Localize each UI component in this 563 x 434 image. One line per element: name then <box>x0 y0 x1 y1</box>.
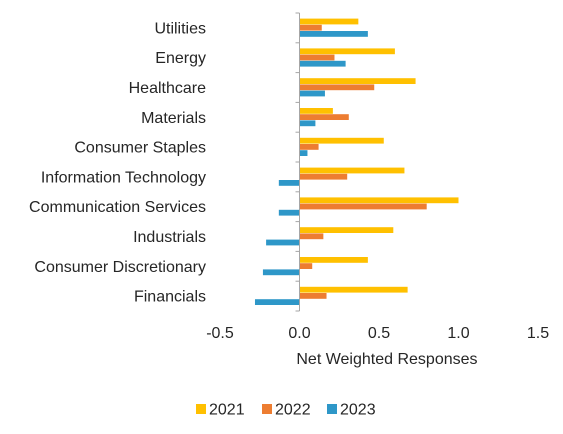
bar-2022-consumer-discretionary <box>299 263 313 269</box>
category-label: Industrials <box>133 229 206 246</box>
x-axis-title: Net Weighted Responses <box>296 351 477 368</box>
bar-2021-communication-services <box>299 197 459 204</box>
bar-2023-industrials <box>266 239 300 246</box>
bar-2021-utilities <box>299 18 359 25</box>
legend-label-2023: 2023 <box>340 402 376 419</box>
category-label: Financials <box>134 289 206 306</box>
category-label: Utilities <box>154 20 206 37</box>
bar-2022-consumer-staples <box>299 144 319 150</box>
x-tick-label: 0.5 <box>368 325 390 342</box>
bar-2023-information-technology <box>278 180 300 186</box>
bar-2022-information-technology <box>299 173 348 180</box>
bar-2021-information-technology <box>299 167 405 174</box>
bar-2023-utilities <box>299 31 368 37</box>
bar-2022-energy <box>299 54 335 61</box>
category-label: Materials <box>141 110 206 127</box>
bar-2022-materials <box>299 114 349 120</box>
bar-2021-energy <box>299 48 395 55</box>
bars-group <box>254 12 459 312</box>
bar-2021-financials <box>299 286 408 293</box>
bar-2021-consumer-staples <box>299 137 384 144</box>
category-label: Communication Services <box>29 199 206 216</box>
bar-2023-communication-services <box>278 209 300 216</box>
bar-2023-financials <box>254 299 300 305</box>
category-label: Information Technology <box>41 169 206 186</box>
bar-2023-energy <box>299 60 346 67</box>
category-label: Consumer Discretionary <box>34 259 206 276</box>
bar-2022-communication-services <box>299 203 427 210</box>
bar-2023-consumer-staples <box>299 150 308 156</box>
bar-2022-utilities <box>299 24 322 31</box>
legend-label-2021: 2021 <box>209 402 245 419</box>
category-label: Energy <box>155 50 206 67</box>
category-label: Consumer Staples <box>74 140 206 157</box>
bar-2021-industrials <box>299 227 394 233</box>
bar-2023-healthcare <box>299 90 325 97</box>
x-tick-label: 1.0 <box>447 325 469 342</box>
bar-2021-healthcare <box>299 78 416 84</box>
x-tick-label: 0.0 <box>288 325 310 342</box>
legend: 2021 2022 2023 <box>196 402 376 419</box>
bar-2023-materials <box>299 120 316 127</box>
bar-2022-healthcare <box>299 84 375 91</box>
x-tick-labels: -0.5 0.0 0.5 1.0 1.5 <box>206 325 549 342</box>
legend-label-2022: 2022 <box>275 402 311 419</box>
legend-swatch-2022 <box>262 404 272 414</box>
bar-2022-financials <box>299 293 327 299</box>
category-label: Healthcare <box>129 80 206 97</box>
legend-swatch-2021 <box>196 404 206 414</box>
x-tick-label: -0.5 <box>206 325 234 342</box>
bar-2021-consumer-discretionary <box>299 257 368 263</box>
x-tick-label: 1.5 <box>527 325 549 342</box>
bar-2021-materials <box>299 108 333 114</box>
bar-2023-consumer-discretionary <box>262 269 300 276</box>
bar-2022-industrials <box>299 233 324 240</box>
category-labels: Utilities Energy Healthcare Materials Consum… <box>29 20 206 305</box>
legend-swatch-2023 <box>327 404 337 414</box>
